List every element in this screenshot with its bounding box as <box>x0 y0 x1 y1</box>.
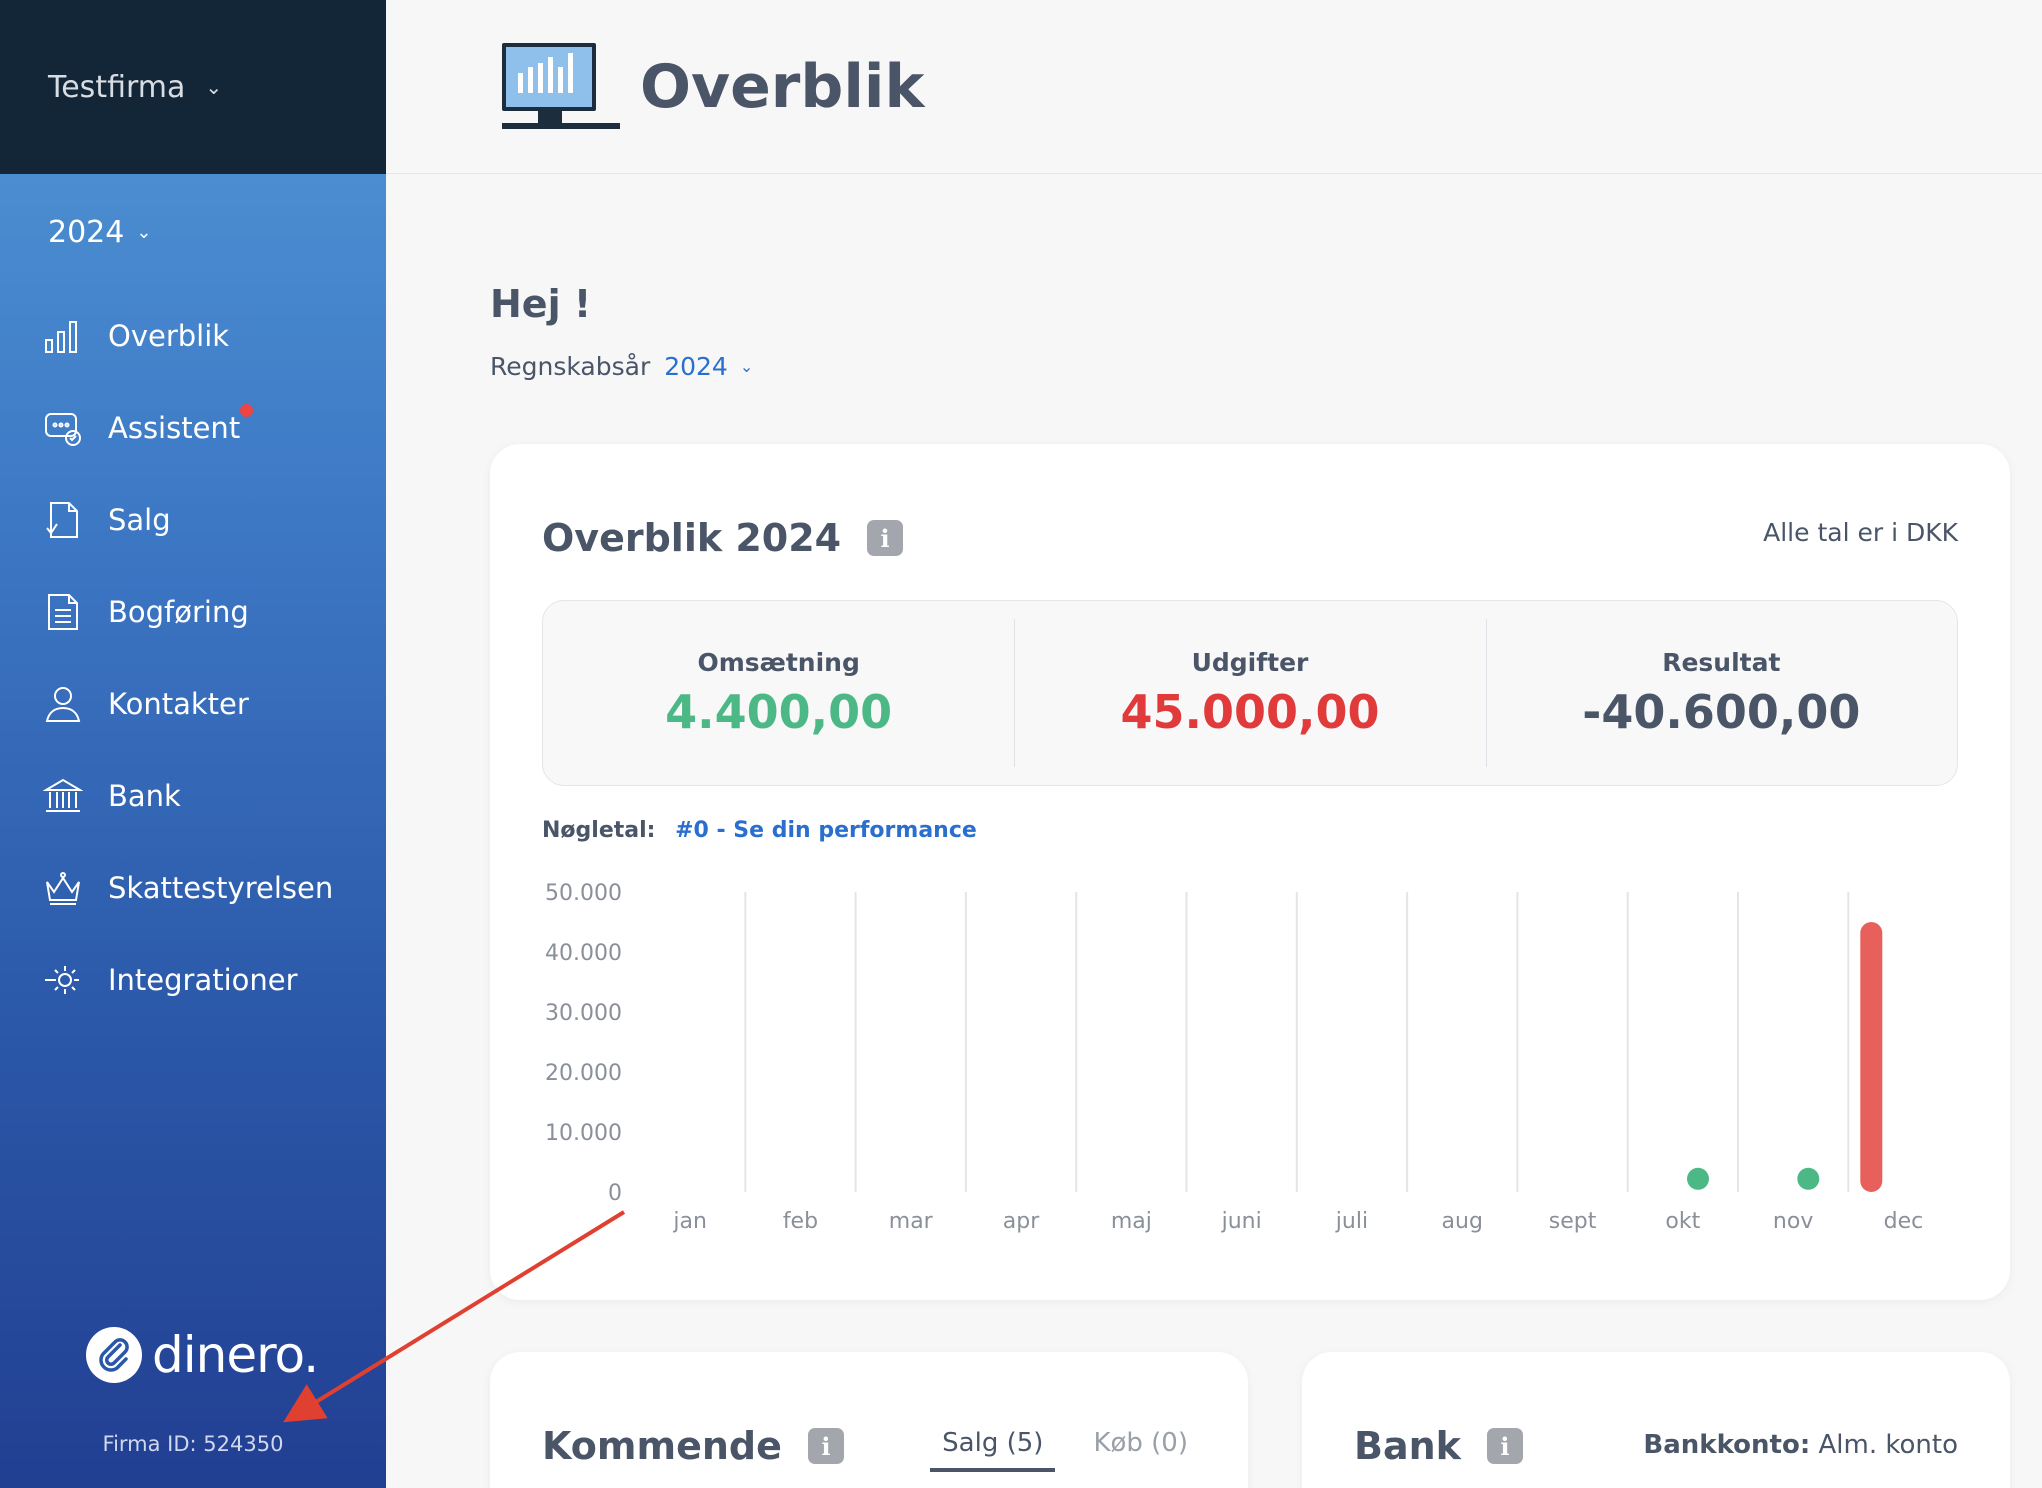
x-tick-label: okt <box>1665 1209 1700 1234</box>
x-tick-label: sept <box>1549 1209 1597 1234</box>
dinero-logo: dinero. <box>86 1326 319 1384</box>
y-tick-label: 10.000 <box>545 1121 622 1146</box>
x-tick-label: apr <box>1003 1209 1040 1234</box>
x-tick-label: mar <box>889 1209 934 1234</box>
x-tick-label: jan <box>672 1209 707 1234</box>
fiscal-year-label: Regnskabsår <box>490 352 651 381</box>
sidebar: Testfirma ⌄ 2024 ⌄ Overblik Assistent Sa… <box>0 0 386 1488</box>
info-icon[interactable]: i <box>867 520 904 556</box>
bank-title-text: Bank <box>1354 1424 1461 1468</box>
sidebar-item-kontakter[interactable]: Kontakter <box>0 658 386 750</box>
kpi-value: -40.600,00 <box>1582 684 1861 739</box>
overview-card: Overblik 2024 i Alle tal er i DKK Omsætn… <box>490 444 2010 1300</box>
kpi-expenses: Udgifter 45.000,00 <box>1014 601 1485 785</box>
revenue-dot <box>1687 1167 1709 1190</box>
document-check-icon <box>42 499 84 541</box>
monitor-chart-icon <box>502 42 620 129</box>
year-selector[interactable]: 2024 ⌄ <box>0 174 386 290</box>
page-header: Overblik <box>386 0 2042 174</box>
key-figures: Nøgletal: #0 - Se din performance <box>542 818 977 843</box>
x-tick-label: juli <box>1335 1209 1368 1234</box>
notification-dot <box>240 404 253 417</box>
x-tick-label: feb <box>783 1209 818 1234</box>
monthly-chart: 50.000 40.000 30.000 20.000 10.000 0 jan feb mar… <box>545 881 1924 1234</box>
x-tick-label: dec <box>1884 1209 1924 1234</box>
brand-name: dinero. <box>152 1326 319 1384</box>
sidebar-item-label: Skattestyrelsen <box>108 871 334 905</box>
chevron-down-icon[interactable]: ⌄ <box>739 357 754 376</box>
x-tick-label: maj <box>1111 1209 1152 1234</box>
sidebar-item-integrationer[interactable]: Integrationer <box>0 934 386 1026</box>
x-tick-label: juni <box>1221 1209 1262 1234</box>
bank-building-icon <box>42 775 84 817</box>
tab-salg[interactable]: Salg (5) <box>930 1428 1056 1472</box>
kpi-label: Resultat <box>1662 647 1781 677</box>
y-tick-label: 40.000 <box>545 941 622 966</box>
sidebar-item-label: Kontakter <box>108 687 249 721</box>
year-label: 2024 <box>48 214 125 250</box>
bank-account-label: Bankkonto: <box>1643 1430 1811 1460</box>
info-icon[interactable]: i <box>807 1428 844 1464</box>
company-selector[interactable]: Testfirma ⌄ <box>0 0 386 174</box>
chevron-down-icon: ⌄ <box>136 221 152 243</box>
company-name: Testfirma <box>48 69 186 105</box>
kpi-revenue: Omsætning 4.400,00 <box>543 601 1014 785</box>
kpi-label: Omsætning <box>697 647 860 677</box>
overview-title: Overblik 2024 i <box>542 516 904 560</box>
overview-title-text: Overblik 2024 <box>542 516 842 560</box>
sidebar-item-bank[interactable]: Bank <box>0 750 386 842</box>
revenue-dot <box>1797 1167 1820 1190</box>
x-tick-label: nov <box>1773 1209 1813 1234</box>
person-icon <box>42 683 84 725</box>
firm-id: Firma ID: 524350 <box>102 1432 284 1456</box>
sidebar-item-label: Assistent <box>108 411 241 445</box>
y-tick-label: 30.000 <box>545 1001 622 1026</box>
bank-title: Bank i <box>1354 1424 1523 1468</box>
y-tick-label: 50.000 <box>545 881 622 906</box>
y-tick-label: 0 <box>608 1181 622 1206</box>
gear-plug-icon <box>42 959 84 1001</box>
kpi-label: Udgifter <box>1191 647 1309 677</box>
y-tick-label: 20.000 <box>545 1061 622 1086</box>
bank-account-value: Alm. konto <box>1818 1430 1958 1460</box>
x-tick-label: aug <box>1442 1209 1483 1234</box>
bank-card: Bank i Bankkonto: Alm. konto <box>1302 1352 2010 1488</box>
sidebar-item-assistent[interactable]: Assistent <box>0 382 386 474</box>
currency-note: Alle tal er i DKK <box>1763 518 1958 547</box>
greeting: Hej ! <box>490 282 592 326</box>
fiscal-year-select[interactable]: 2024 <box>664 352 728 381</box>
assistant-chat-icon <box>42 407 84 449</box>
ledger-document-icon <box>42 591 84 633</box>
expense-bar <box>1860 922 1883 1192</box>
upcoming-title: Kommende i <box>542 1424 844 1468</box>
crown-icon <box>42 867 84 909</box>
sidebar-item-salg[interactable]: Salg <box>0 474 386 566</box>
tab-kob[interactable]: Køb (0) <box>1093 1428 1188 1458</box>
keyfig-label: Nøgletal: <box>542 818 656 843</box>
kpi-box: Omsætning 4.400,00 Udgifter 45.000,00 Re… <box>542 600 1958 786</box>
fiscal-year-row: Regnskabsår 2024 ⌄ <box>490 352 753 381</box>
kpi-value: 45.000,00 <box>1120 684 1380 739</box>
keyfig-link[interactable]: #0 - Se din performance <box>675 818 977 843</box>
sidebar-item-label: Bogføring <box>108 595 249 629</box>
sidebar-nav: Overblik Assistent Salg Bogføring Kontak… <box>0 290 386 1026</box>
chevron-down-icon: ⌄ <box>205 75 223 99</box>
kpi-value: 4.400,00 <box>665 684 893 739</box>
upcoming-tabs: Salg (5) Køb (0) <box>930 1428 1188 1472</box>
sidebar-item-bogforing[interactable]: Bogføring <box>0 566 386 658</box>
bank-account[interactable]: Bankkonto: Alm. konto <box>1643 1430 1958 1460</box>
sidebar-item-label: Overblik <box>108 319 230 353</box>
upcoming-card: Kommende i Salg (5) Køb (0) <box>490 1352 1248 1488</box>
sidebar-item-skattestyrelsen[interactable]: Skattestyrelsen <box>0 842 386 934</box>
upcoming-title-text: Kommende <box>542 1424 782 1468</box>
sidebar-item-overblik[interactable]: Overblik <box>0 290 386 382</box>
sidebar-item-label: Integrationer <box>108 963 298 997</box>
sidebar-item-label: Salg <box>108 503 171 537</box>
page-title: Overblik <box>640 51 925 122</box>
kpi-result: Resultat -40.600,00 <box>1485 601 1957 785</box>
info-icon[interactable]: i <box>1486 1428 1523 1464</box>
paperclip-icon <box>86 1327 142 1383</box>
sidebar-item-label: Bank <box>108 779 181 813</box>
bar-chart-icon <box>42 315 84 357</box>
